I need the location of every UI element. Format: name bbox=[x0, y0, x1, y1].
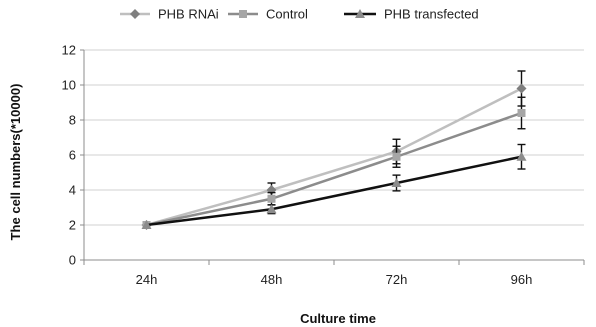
y-tick-label: 2 bbox=[69, 218, 76, 233]
x-axis-title: Culture time bbox=[300, 311, 376, 326]
legend-swatch-marker bbox=[130, 9, 140, 19]
legend-item-2: PHB transfected bbox=[344, 7, 479, 22]
x-axis-ticks: 24h 48h 72h 96h bbox=[83, 260, 585, 287]
legend-item-0: PHB RNAi bbox=[120, 7, 219, 22]
y-tick-label: 8 bbox=[69, 113, 76, 128]
series-line bbox=[146, 87, 523, 227]
y-axis-title: The cell numbers(*10000) bbox=[8, 84, 23, 241]
legend-swatch-marker bbox=[239, 10, 247, 18]
legend: PHB RNAi Control PHB transfected bbox=[120, 7, 479, 22]
legend-swatch-marker bbox=[355, 9, 365, 18]
series-2 bbox=[141, 143, 527, 229]
y-tick-label: 10 bbox=[62, 78, 76, 93]
y-axis-ticks: 0 2 4 6 8 10 12 bbox=[62, 43, 84, 268]
legend-label: Control bbox=[266, 7, 308, 22]
data-point bbox=[267, 194, 276, 203]
data-point bbox=[141, 220, 152, 229]
x-tick-label: 72h bbox=[386, 272, 408, 287]
series-0 bbox=[141, 70, 527, 230]
series-group bbox=[141, 70, 527, 230]
series-line bbox=[146, 111, 522, 227]
data-point bbox=[516, 151, 527, 161]
legend-label: PHB RNAi bbox=[158, 7, 219, 22]
y-tick-label: 6 bbox=[69, 148, 76, 163]
series-line bbox=[146, 155, 522, 227]
x-tick-label: 24h bbox=[136, 272, 158, 287]
legend-label: PHB transfected bbox=[384, 7, 479, 22]
data-point bbox=[516, 83, 527, 94]
data-point bbox=[517, 109, 526, 117]
x-tick-label: 48h bbox=[261, 272, 283, 287]
data-point bbox=[391, 178, 402, 187]
x-tick-label: 96h bbox=[511, 272, 533, 287]
y-tick-label: 12 bbox=[62, 43, 76, 58]
y-tick-label: 4 bbox=[69, 183, 76, 198]
y-tick-label: 0 bbox=[69, 253, 76, 268]
grid bbox=[84, 49, 584, 226]
data-point bbox=[266, 204, 277, 214]
data-point bbox=[392, 152, 401, 161]
legend-item-1: Control bbox=[228, 7, 308, 22]
